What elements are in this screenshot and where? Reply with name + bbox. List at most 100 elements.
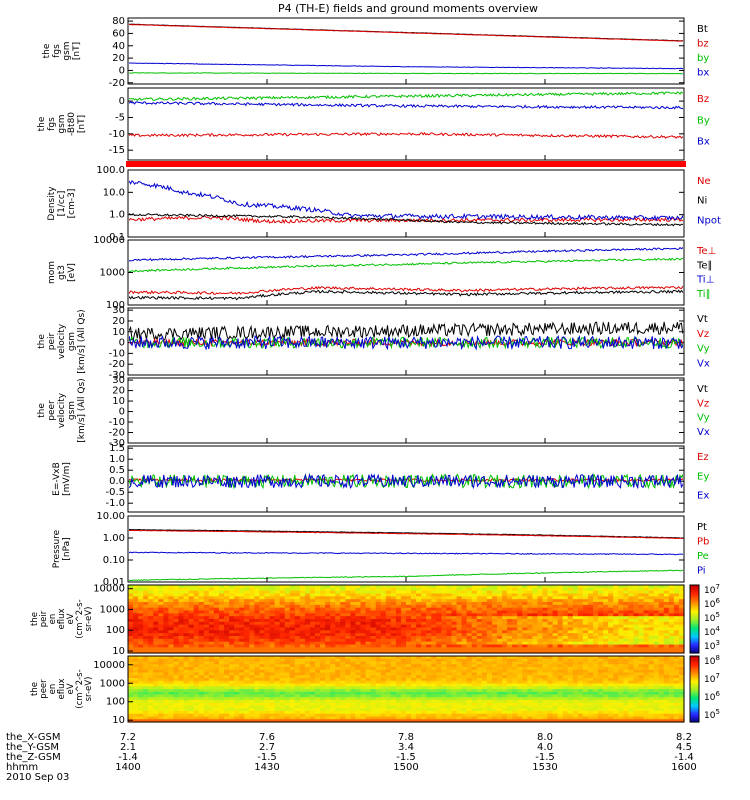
spectrogram-cell — [547, 650, 554, 654]
spectrogram-cell — [466, 604, 473, 609]
spectrogram-cell — [370, 619, 377, 623]
spectrogram-cell — [279, 650, 286, 654]
spectrogram-cell — [426, 630, 432, 634]
spectrogram-cell — [613, 621, 619, 626]
spectrogram-cell — [678, 599, 685, 603]
spectrogram-cell — [284, 619, 291, 623]
spectrogram-cell — [491, 650, 498, 654]
spectrogram-cell — [138, 610, 144, 614]
spectrogram-cell — [608, 596, 614, 600]
spectrogram-cell — [309, 680, 316, 685]
spectrogram-cell — [325, 644, 331, 648]
spectrogram-cell — [360, 593, 367, 597]
spectrogram-cell — [507, 689, 513, 693]
spectrogram-cell — [517, 590, 523, 595]
spectrogram-cell — [360, 700, 367, 704]
spectrogram-cell — [153, 630, 159, 634]
spectrogram-cell — [299, 610, 306, 614]
spectrogram-cell — [608, 621, 614, 626]
spectrogram-cell — [491, 596, 498, 600]
spectrogram-cell — [365, 675, 372, 679]
spectrogram-cell — [522, 694, 528, 698]
spectrogram-cell — [496, 613, 503, 617]
spectrogram-cell — [466, 667, 473, 671]
spectrogram-cell — [502, 680, 508, 685]
spectrogram-cell — [582, 638, 589, 643]
spectrogram-cell — [158, 602, 164, 606]
spectrogram-cell — [254, 711, 261, 715]
spectrogram-cell — [229, 599, 235, 603]
spectrogram-cell — [486, 636, 493, 640]
spectrogram-cell — [244, 705, 250, 709]
spectrogram-cell — [360, 624, 367, 629]
spectrogram-cell — [653, 587, 660, 592]
spectrogram-cell — [385, 596, 392, 600]
spectrogram-cell — [678, 604, 685, 609]
spectrogram-cell — [203, 656, 210, 660]
spectrogram-cell — [138, 647, 144, 651]
spectrogram-cell — [345, 602, 351, 606]
spectrogram-cell — [143, 711, 149, 715]
y-tick-label: 1.5 — [109, 443, 125, 454]
spectrogram-cell — [623, 607, 629, 612]
spectrogram-cell — [158, 636, 164, 640]
spectrogram-cell — [411, 716, 417, 720]
spectrogram-cell — [436, 602, 442, 606]
spectrogram-cell — [198, 647, 205, 651]
spectrogram-cell — [269, 716, 276, 720]
spectrogram-cell — [395, 672, 402, 676]
spectrogram-cell — [603, 596, 609, 600]
spectrogram-cell — [567, 596, 574, 600]
spectrogram-cell — [208, 705, 215, 709]
spectrogram-cell — [284, 599, 291, 603]
spectrogram-cell — [249, 647, 255, 651]
spectrogram-cell — [507, 585, 513, 589]
spectrogram-cell — [572, 596, 579, 600]
spectrogram-cell — [325, 711, 331, 715]
spectrogram-cell — [623, 650, 629, 654]
spectrogram-cell — [254, 593, 261, 597]
spectrogram-cell — [421, 650, 427, 654]
spectrogram-cell — [128, 650, 134, 654]
spectrogram-cell — [370, 644, 377, 648]
spectrogram-cell — [547, 627, 554, 631]
spectrogram-cell — [668, 633, 675, 637]
spectrogram-cell — [264, 716, 271, 720]
spectrogram-cell — [370, 627, 377, 631]
spectrogram-cell — [309, 593, 316, 597]
spectrogram-cell — [562, 650, 569, 654]
legend-Ti∥: Ti∥ — [696, 289, 711, 300]
spectrogram-cell — [471, 719, 478, 723]
spectrogram-cell — [218, 621, 225, 626]
spectrogram-cell — [320, 621, 326, 626]
spectrogram-cell — [375, 585, 382, 589]
spectrogram-cell — [315, 621, 321, 626]
spectrogram-cell — [663, 621, 670, 626]
spectrogram-cell — [320, 585, 326, 589]
spectrogram-cell — [213, 689, 220, 693]
spectrogram-cell — [178, 619, 185, 623]
spectrogram-cell — [299, 711, 306, 715]
spectrogram-cell — [593, 599, 599, 603]
spectrogram-cell — [279, 716, 286, 720]
spectrogram-cell — [239, 691, 245, 696]
colorbar-cell — [690, 644, 699, 647]
spectrogram-cell — [138, 644, 144, 648]
spectrogram-cell — [178, 590, 185, 595]
spectrogram-cell — [390, 602, 397, 606]
spectrogram-cell — [163, 638, 170, 643]
spectrogram-cell — [421, 633, 427, 637]
spectrogram-cell — [360, 647, 367, 651]
spectrogram-cell — [527, 683, 533, 687]
spectrogram-cell — [481, 644, 488, 648]
spectrogram-cell — [390, 585, 397, 589]
spectrogram-cell — [158, 716, 164, 720]
spectrogram-cell — [456, 624, 463, 629]
spectrogram-cell — [547, 658, 554, 663]
spectrogram-cell — [335, 650, 341, 654]
spectrogram-cell — [380, 691, 387, 696]
spectrogram-cell — [320, 683, 326, 687]
spectrogram-cell — [441, 697, 448, 701]
spectrogram-cell — [208, 585, 215, 589]
spectrogram-cell — [365, 700, 372, 704]
